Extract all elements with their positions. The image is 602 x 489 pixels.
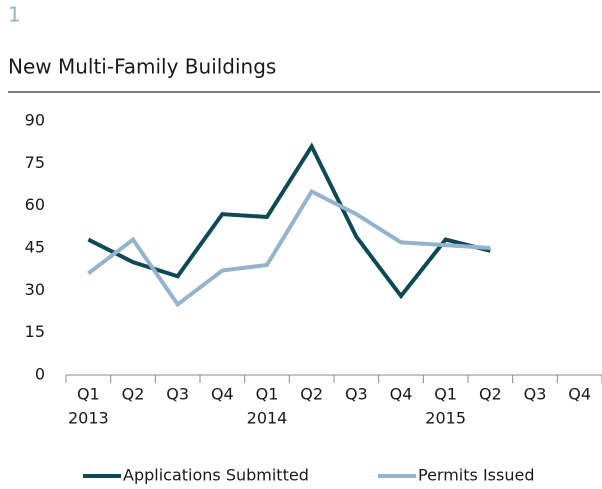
y-tick-label: 0 <box>35 365 45 384</box>
x-year-label: 2015 <box>425 409 466 428</box>
x-tick-label: Q1 <box>256 385 279 404</box>
x-tick-label: Q4 <box>211 385 234 404</box>
y-tick-label: 60 <box>25 195 45 214</box>
x-year-label: 2014 <box>247 409 288 428</box>
y-tick-label: 15 <box>25 322 45 341</box>
series-line <box>87 142 491 300</box>
x-tick-label: Q4 <box>390 385 413 404</box>
y-tick-label: 45 <box>25 238 45 257</box>
x-tick-label: Q2 <box>300 385 323 404</box>
x-tick-label: Q3 <box>166 385 189 404</box>
x-tick-label: Q2 <box>122 385 145 404</box>
y-tick-label: 30 <box>25 280 45 299</box>
y-tick-label: 75 <box>25 153 45 172</box>
x-tick-label: Q1 <box>434 385 457 404</box>
chart-title: New Multi-Family Buildings <box>8 55 276 79</box>
x-tick-label: Q4 <box>568 385 591 404</box>
series-line <box>87 188 491 308</box>
y-tick-label: 90 <box>25 111 45 130</box>
section-number: 1 <box>8 3 21 27</box>
x-tick-label: Q2 <box>479 385 502 404</box>
legend-label: Applications Submitted <box>123 466 309 485</box>
x-tick-label: Q3 <box>524 385 547 404</box>
x-tick-label: Q3 <box>345 385 368 404</box>
x-tick-label: Q1 <box>77 385 100 404</box>
x-year-label: 2013 <box>68 409 109 428</box>
legend-label: Permits Issued <box>418 466 534 485</box>
